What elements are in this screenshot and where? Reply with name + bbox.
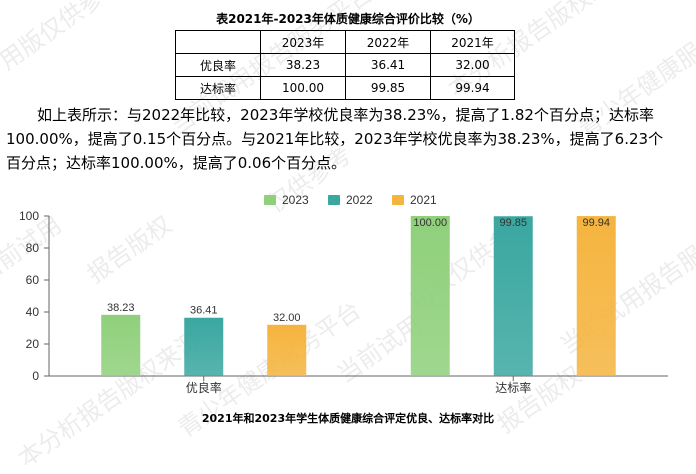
data-label: 32.00 bbox=[273, 312, 301, 324]
table-cell: 99.85 bbox=[345, 76, 431, 100]
table-header-cell: 2022年 bbox=[345, 30, 431, 54]
y-tick-label: 40 bbox=[26, 305, 40, 319]
table-title: 表2021年-2023年体质健康综合评价比较（%） bbox=[216, 12, 480, 26]
legend-label: 2022 bbox=[346, 193, 373, 207]
legend-swatch bbox=[328, 195, 340, 205]
legend-swatch bbox=[392, 195, 404, 205]
bar bbox=[101, 314, 141, 376]
table-header-cell bbox=[175, 30, 261, 54]
table-cell: 达标率 bbox=[175, 76, 261, 100]
table-cell: 36.41 bbox=[345, 53, 431, 77]
bar bbox=[410, 216, 450, 376]
x-tick-label: 优良率 bbox=[186, 380, 222, 395]
bar bbox=[184, 317, 224, 376]
table-cell: 优良率 bbox=[175, 53, 261, 77]
x-tick-label: 达标率 bbox=[495, 380, 531, 395]
data-label: 99.94 bbox=[582, 217, 610, 229]
table-cell: 32.00 bbox=[430, 53, 515, 77]
data-label: 38.23 bbox=[107, 302, 135, 314]
table-row: 达标率 100.00 99.85 99.94 bbox=[175, 76, 515, 100]
table-cell: 100.00 bbox=[260, 76, 346, 100]
bar bbox=[576, 216, 616, 376]
bar bbox=[267, 324, 307, 376]
chart-title: 2021年和2023年学生体质健康综合评定优良、达标率对比 bbox=[201, 412, 495, 425]
legend-label: 2021 bbox=[410, 193, 437, 207]
y-tick-label: 80 bbox=[26, 241, 40, 255]
y-tick-label: 100 bbox=[19, 209, 39, 223]
table-row: 优良率 38.23 36.41 32.00 bbox=[175, 53, 515, 77]
table-cell: 99.94 bbox=[430, 76, 515, 100]
data-label: 100.00 bbox=[413, 217, 447, 229]
y-tick-label: 20 bbox=[26, 337, 40, 351]
y-tick-label: 0 bbox=[32, 369, 39, 383]
comparison-table: 2023年 2022年 2021年 优良率 38.23 36.41 32.00 … bbox=[175, 30, 515, 100]
legend-swatch bbox=[264, 195, 276, 205]
bar bbox=[493, 216, 533, 376]
table-header-row: 2023年 2022年 2021年 bbox=[175, 30, 515, 54]
table-cell: 38.23 bbox=[260, 53, 346, 77]
table-header-cell: 2023年 bbox=[260, 30, 346, 54]
bar-chart: 0 20 40 60 80 100 优良率 38.23 36.41 32.00 达标率 100.00 9… bbox=[19, 193, 668, 395]
legend-label: 2023 bbox=[282, 193, 309, 207]
table-header-cell: 2021年 bbox=[430, 30, 515, 54]
summary-paragraph: 如上表所示：与2022年比较，2023年学校优良率为38.23%，提高了1.82… bbox=[6, 106, 664, 172]
data-label: 36.41 bbox=[190, 305, 218, 317]
data-label: 99.85 bbox=[499, 217, 527, 229]
y-tick-label: 60 bbox=[26, 273, 40, 287]
